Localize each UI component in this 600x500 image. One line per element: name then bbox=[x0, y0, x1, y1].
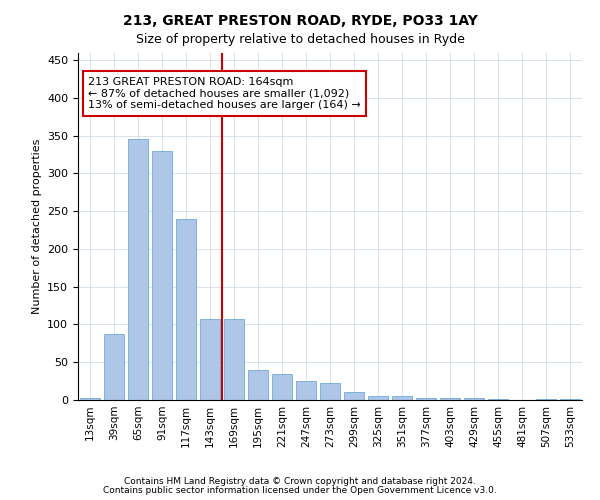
Bar bbox=[224, 319, 244, 400]
Text: 213, GREAT PRESTON ROAD, RYDE, PO33 1AY: 213, GREAT PRESTON ROAD, RYDE, PO33 1AY bbox=[122, 14, 478, 28]
Bar bbox=[152, 150, 172, 400]
Bar bbox=[488, 399, 508, 400]
Bar bbox=[392, 396, 412, 400]
Text: Size of property relative to detached houses in Ryde: Size of property relative to detached ho… bbox=[136, 32, 464, 46]
Bar bbox=[560, 399, 580, 400]
Bar bbox=[416, 398, 436, 400]
Bar bbox=[272, 374, 292, 400]
Text: Contains public sector information licensed under the Open Government Licence v3: Contains public sector information licen… bbox=[103, 486, 497, 495]
Bar bbox=[80, 398, 100, 400]
Bar bbox=[104, 334, 124, 400]
Bar bbox=[248, 370, 268, 400]
Bar bbox=[296, 381, 316, 400]
Text: 213 GREAT PRESTON ROAD: 164sqm
← 87% of detached houses are smaller (1,092)
13% : 213 GREAT PRESTON ROAD: 164sqm ← 87% of … bbox=[88, 77, 361, 110]
Y-axis label: Number of detached properties: Number of detached properties bbox=[32, 138, 41, 314]
Bar bbox=[344, 392, 364, 400]
Bar bbox=[536, 399, 556, 400]
Bar bbox=[128, 140, 148, 400]
Bar bbox=[464, 398, 484, 400]
Bar bbox=[176, 218, 196, 400]
Bar bbox=[440, 398, 460, 400]
Bar bbox=[368, 396, 388, 400]
Text: Contains HM Land Registry data © Crown copyright and database right 2024.: Contains HM Land Registry data © Crown c… bbox=[124, 477, 476, 486]
Bar bbox=[200, 319, 220, 400]
Bar bbox=[320, 382, 340, 400]
